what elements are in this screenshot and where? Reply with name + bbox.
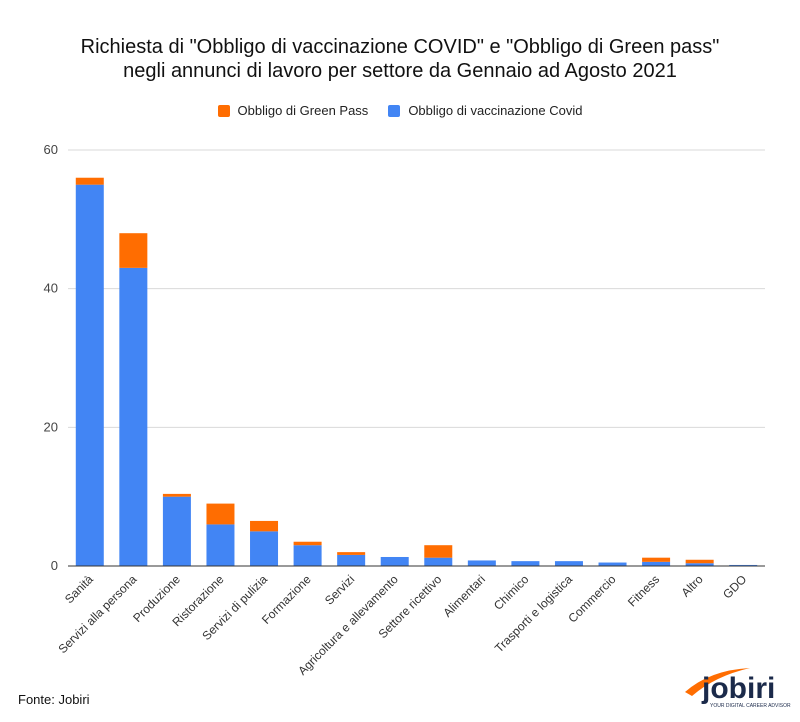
source-note: Fonte: Jobiri (18, 692, 90, 707)
bar-vaccinazione (598, 562, 627, 566)
x-tick-label: Fitness (625, 572, 662, 609)
bar-green-pass (250, 520, 279, 532)
bar-green-pass (293, 541, 322, 546)
bar-vaccinazione (642, 561, 671, 566)
x-tick-label: GDO (720, 572, 749, 601)
legend-item-vaccinazione: Obbligo di vaccinazione Covid (388, 103, 582, 118)
y-tick-label: 0 (51, 558, 58, 573)
bar-vaccinazione (337, 554, 366, 566)
bar-green-pass (642, 557, 671, 562)
bar-vaccinazione (380, 556, 409, 566)
bar-vaccinazione (75, 184, 104, 566)
legend-swatch (388, 104, 401, 117)
bar-green-pass (119, 233, 148, 268)
svg-text:jobiri: jobiri (701, 672, 775, 705)
x-tick-label: Commercio (565, 572, 619, 626)
bar-green-pass (162, 493, 191, 497)
x-tick-label: Servizi alla persona (56, 572, 140, 656)
legend-swatch (217, 104, 230, 117)
legend-label: Obbligo di vaccinazione Covid (408, 103, 583, 118)
legend: Obbligo di Green Pass Obbligo di vaccina… (0, 103, 800, 118)
bar-vaccinazione (293, 545, 322, 566)
bar-vaccinazione (511, 561, 540, 566)
bar-vaccinazione (467, 560, 496, 566)
legend-label: Obbligo di Green Pass (237, 103, 369, 118)
bar-vaccinazione (162, 496, 191, 566)
bar-green-pass (75, 177, 104, 185)
bar-vaccinazione (206, 524, 235, 566)
bar-vaccinazione (554, 561, 583, 566)
y-tick-label: 60 (44, 142, 58, 157)
x-tick-label: Altro (678, 572, 706, 600)
bar-vaccinazione (250, 531, 279, 566)
bar-vaccinazione (119, 267, 148, 566)
bar-vaccinazione (685, 563, 714, 566)
chart-title-line2: negli annunci di lavoro per settore da G… (123, 60, 677, 82)
x-tick-label: Servizi (322, 572, 357, 607)
legend-item-green-pass: Obbligo di Green Pass (217, 103, 369, 118)
bar-green-pass (337, 552, 366, 555)
x-tick-label: Trasporti e logistica (492, 572, 575, 655)
x-tick-label: Sanità (62, 572, 96, 606)
x-tick-label: Alimentari (440, 572, 488, 620)
jobiri-logo: jobiri YOUR DIGITAL CAREER ADVISOR (685, 668, 791, 709)
y-tick-label: 20 (44, 419, 58, 434)
bar-green-pass (424, 545, 453, 558)
y-tick-label: 40 (44, 281, 58, 296)
x-tick-label: Chimico (491, 572, 532, 613)
bar-vaccinazione (729, 564, 758, 566)
bar-green-pass (206, 503, 235, 525)
chart-title-line1: Richiesta di "Obbligo di vaccinazione CO… (80, 36, 720, 58)
bar-vaccinazione (424, 557, 453, 566)
bar-green-pass (685, 559, 714, 564)
svg-text:YOUR DIGITAL CAREER ADVISOR: YOUR DIGITAL CAREER ADVISOR (710, 703, 791, 709)
